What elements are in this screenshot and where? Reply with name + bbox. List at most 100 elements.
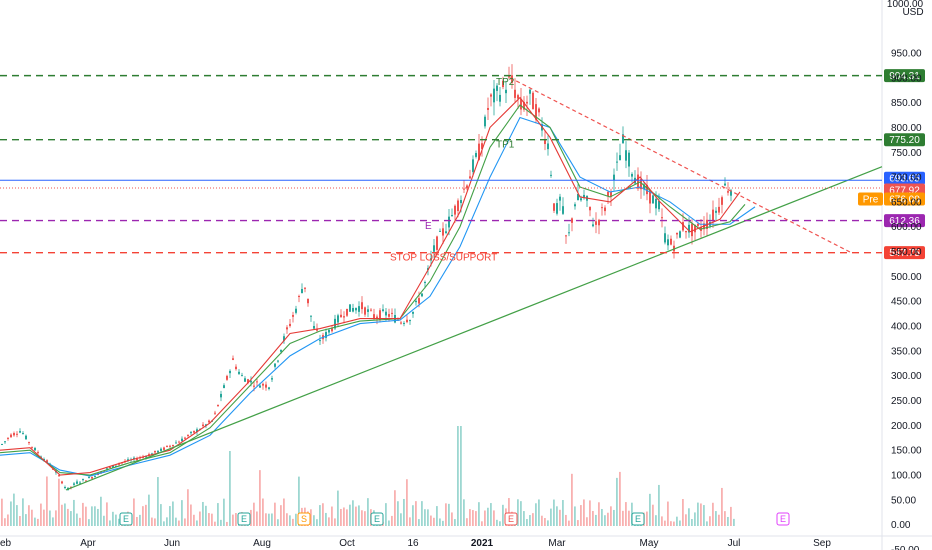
volume-bar bbox=[106, 502, 108, 526]
candle-body bbox=[724, 183, 726, 186]
candle-body bbox=[580, 198, 582, 201]
candle-body bbox=[370, 309, 372, 311]
candle-body bbox=[160, 448, 162, 451]
volume-bar bbox=[88, 519, 90, 526]
candle-body bbox=[631, 173, 633, 177]
volume-bar bbox=[442, 520, 444, 526]
candle-body bbox=[640, 179, 642, 190]
candle-body bbox=[109, 466, 111, 468]
volume-bar bbox=[346, 509, 348, 526]
volume-bar bbox=[13, 493, 15, 526]
candle-body bbox=[187, 434, 189, 436]
candle-body bbox=[190, 432, 192, 434]
x-tick-label: May bbox=[640, 538, 659, 549]
candle-body bbox=[304, 287, 306, 289]
volume-bar bbox=[547, 520, 549, 526]
candle-body bbox=[415, 300, 417, 303]
volume-bar bbox=[586, 517, 588, 526]
volume-bar bbox=[490, 503, 492, 526]
volume-bar bbox=[484, 510, 486, 526]
candle-body bbox=[340, 314, 342, 318]
candle-body bbox=[259, 385, 261, 388]
candle-body bbox=[514, 89, 516, 98]
volume-bar bbox=[262, 498, 264, 526]
candle-body bbox=[313, 325, 315, 329]
volume-bar bbox=[265, 513, 267, 526]
volume-bar bbox=[730, 506, 732, 526]
candle-body bbox=[244, 378, 246, 382]
candle-body bbox=[403, 322, 405, 324]
volume-bar bbox=[601, 508, 603, 526]
candle-body bbox=[595, 221, 597, 225]
candle-body bbox=[16, 433, 18, 435]
volume-bar bbox=[157, 477, 159, 526]
volume-bar bbox=[676, 516, 678, 526]
volume-bar bbox=[562, 500, 564, 526]
y-tick-label: 450.00 bbox=[891, 297, 922, 308]
volume-bar bbox=[286, 513, 288, 526]
volume-bar bbox=[274, 502, 276, 526]
event-marker-label: E bbox=[508, 514, 514, 524]
volume-bar bbox=[28, 505, 30, 526]
candle-body bbox=[169, 445, 171, 447]
volume-bar bbox=[328, 517, 330, 526]
pre-price-label: 676.00 bbox=[889, 194, 920, 205]
candle-body bbox=[562, 206, 564, 214]
candle-body bbox=[457, 200, 459, 211]
y-tick-label: 100.00 bbox=[891, 471, 922, 482]
candle-body bbox=[607, 191, 609, 197]
volume-bar bbox=[616, 477, 618, 526]
candle-body bbox=[547, 143, 549, 150]
candle-body bbox=[484, 116, 486, 127]
candle-body bbox=[376, 316, 378, 318]
volume-bar bbox=[412, 505, 414, 526]
candle-body bbox=[688, 224, 690, 233]
volume-bar bbox=[610, 506, 612, 526]
candle-body bbox=[151, 453, 153, 455]
volume-bar bbox=[223, 498, 225, 526]
volume-bar bbox=[40, 503, 42, 526]
volume-bar bbox=[721, 487, 723, 526]
candle-body bbox=[379, 310, 381, 321]
candle-body bbox=[382, 309, 384, 311]
volume-bar bbox=[283, 498, 285, 526]
volume-bar bbox=[358, 505, 360, 526]
volume-bar bbox=[217, 503, 219, 526]
volume-bar bbox=[55, 510, 57, 526]
volume-bar bbox=[295, 513, 297, 526]
candle-body bbox=[577, 193, 579, 201]
candle-body bbox=[448, 216, 450, 228]
volume-bar bbox=[466, 518, 468, 526]
volume-bar bbox=[58, 478, 60, 526]
candle-body bbox=[85, 480, 87, 482]
candle-body bbox=[574, 204, 576, 207]
price-axis[interactable]: 950.00 900.00 850.00 800.00 750.00 700.00 650.… bbox=[891, 48, 922, 550]
candle-body bbox=[226, 375, 228, 380]
candle-body bbox=[694, 224, 696, 233]
candle-body bbox=[184, 437, 186, 439]
candle-body bbox=[505, 89, 507, 94]
volume-bar bbox=[568, 520, 570, 526]
candle-body bbox=[460, 199, 462, 204]
candle-body bbox=[319, 340, 321, 342]
event-marker-icon bbox=[119, 512, 133, 526]
time-axis[interactable]: eb Apr Jun Aug Oct 16 2021 Mar May Jul Sep bbox=[0, 538, 831, 549]
volume-bar bbox=[94, 506, 96, 526]
y-tick-label: 400.00 bbox=[891, 322, 922, 333]
event-marker-icon bbox=[504, 512, 518, 526]
volume-bar bbox=[64, 503, 66, 526]
volume-bar bbox=[703, 505, 705, 526]
volume-bar bbox=[76, 513, 78, 526]
candle-body bbox=[604, 207, 606, 212]
volume-bar bbox=[289, 515, 291, 526]
candle-body bbox=[253, 385, 255, 387]
candle-body bbox=[520, 98, 522, 110]
volume-bar bbox=[220, 519, 222, 526]
candle-body bbox=[589, 206, 591, 211]
volume-bar bbox=[523, 511, 525, 526]
volume-bar bbox=[196, 520, 198, 526]
candle-body bbox=[436, 236, 438, 250]
volume-bar bbox=[559, 509, 561, 526]
x-tick-label: Jun bbox=[164, 538, 180, 549]
